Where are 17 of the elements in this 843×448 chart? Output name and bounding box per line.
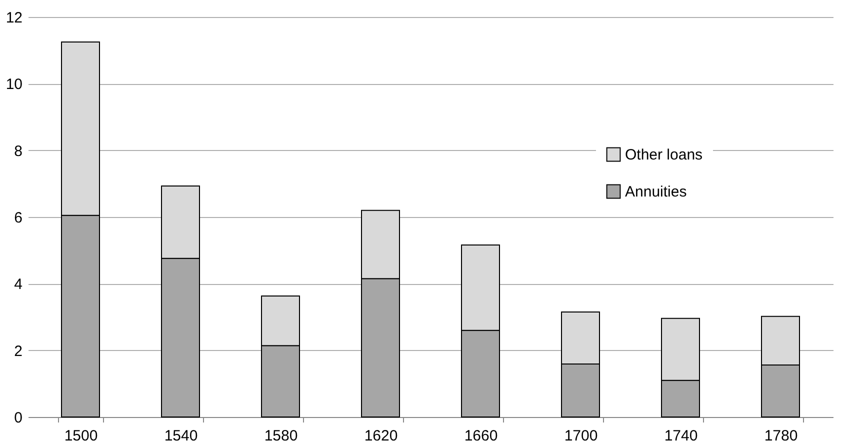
y-tick-label: 8 [14, 142, 22, 160]
y-tick-label: 6 [14, 210, 22, 226]
legend-label: Other loans [625, 146, 703, 164]
x-tick-label: 1620 [364, 428, 398, 444]
x-tick-label: 1500 [64, 428, 98, 444]
x-tick-label: 1700 [564, 428, 598, 444]
x-tick-label: 1540 [164, 428, 198, 444]
y-tick-label: 2 [14, 342, 22, 360]
x-tick-label: 1660 [464, 428, 498, 444]
x-tick-label: 1580 [264, 428, 298, 444]
x-tick-label: 1780 [764, 428, 798, 444]
y-tick-label: 0 [14, 410, 22, 426]
y-tick-label: 12 [6, 10, 22, 26]
legend-label: Annuities [625, 184, 687, 200]
x-tick-label: 1740 [664, 428, 698, 444]
y-tick-label: 4 [14, 276, 22, 294]
y-tick-label: 10 [6, 76, 22, 94]
